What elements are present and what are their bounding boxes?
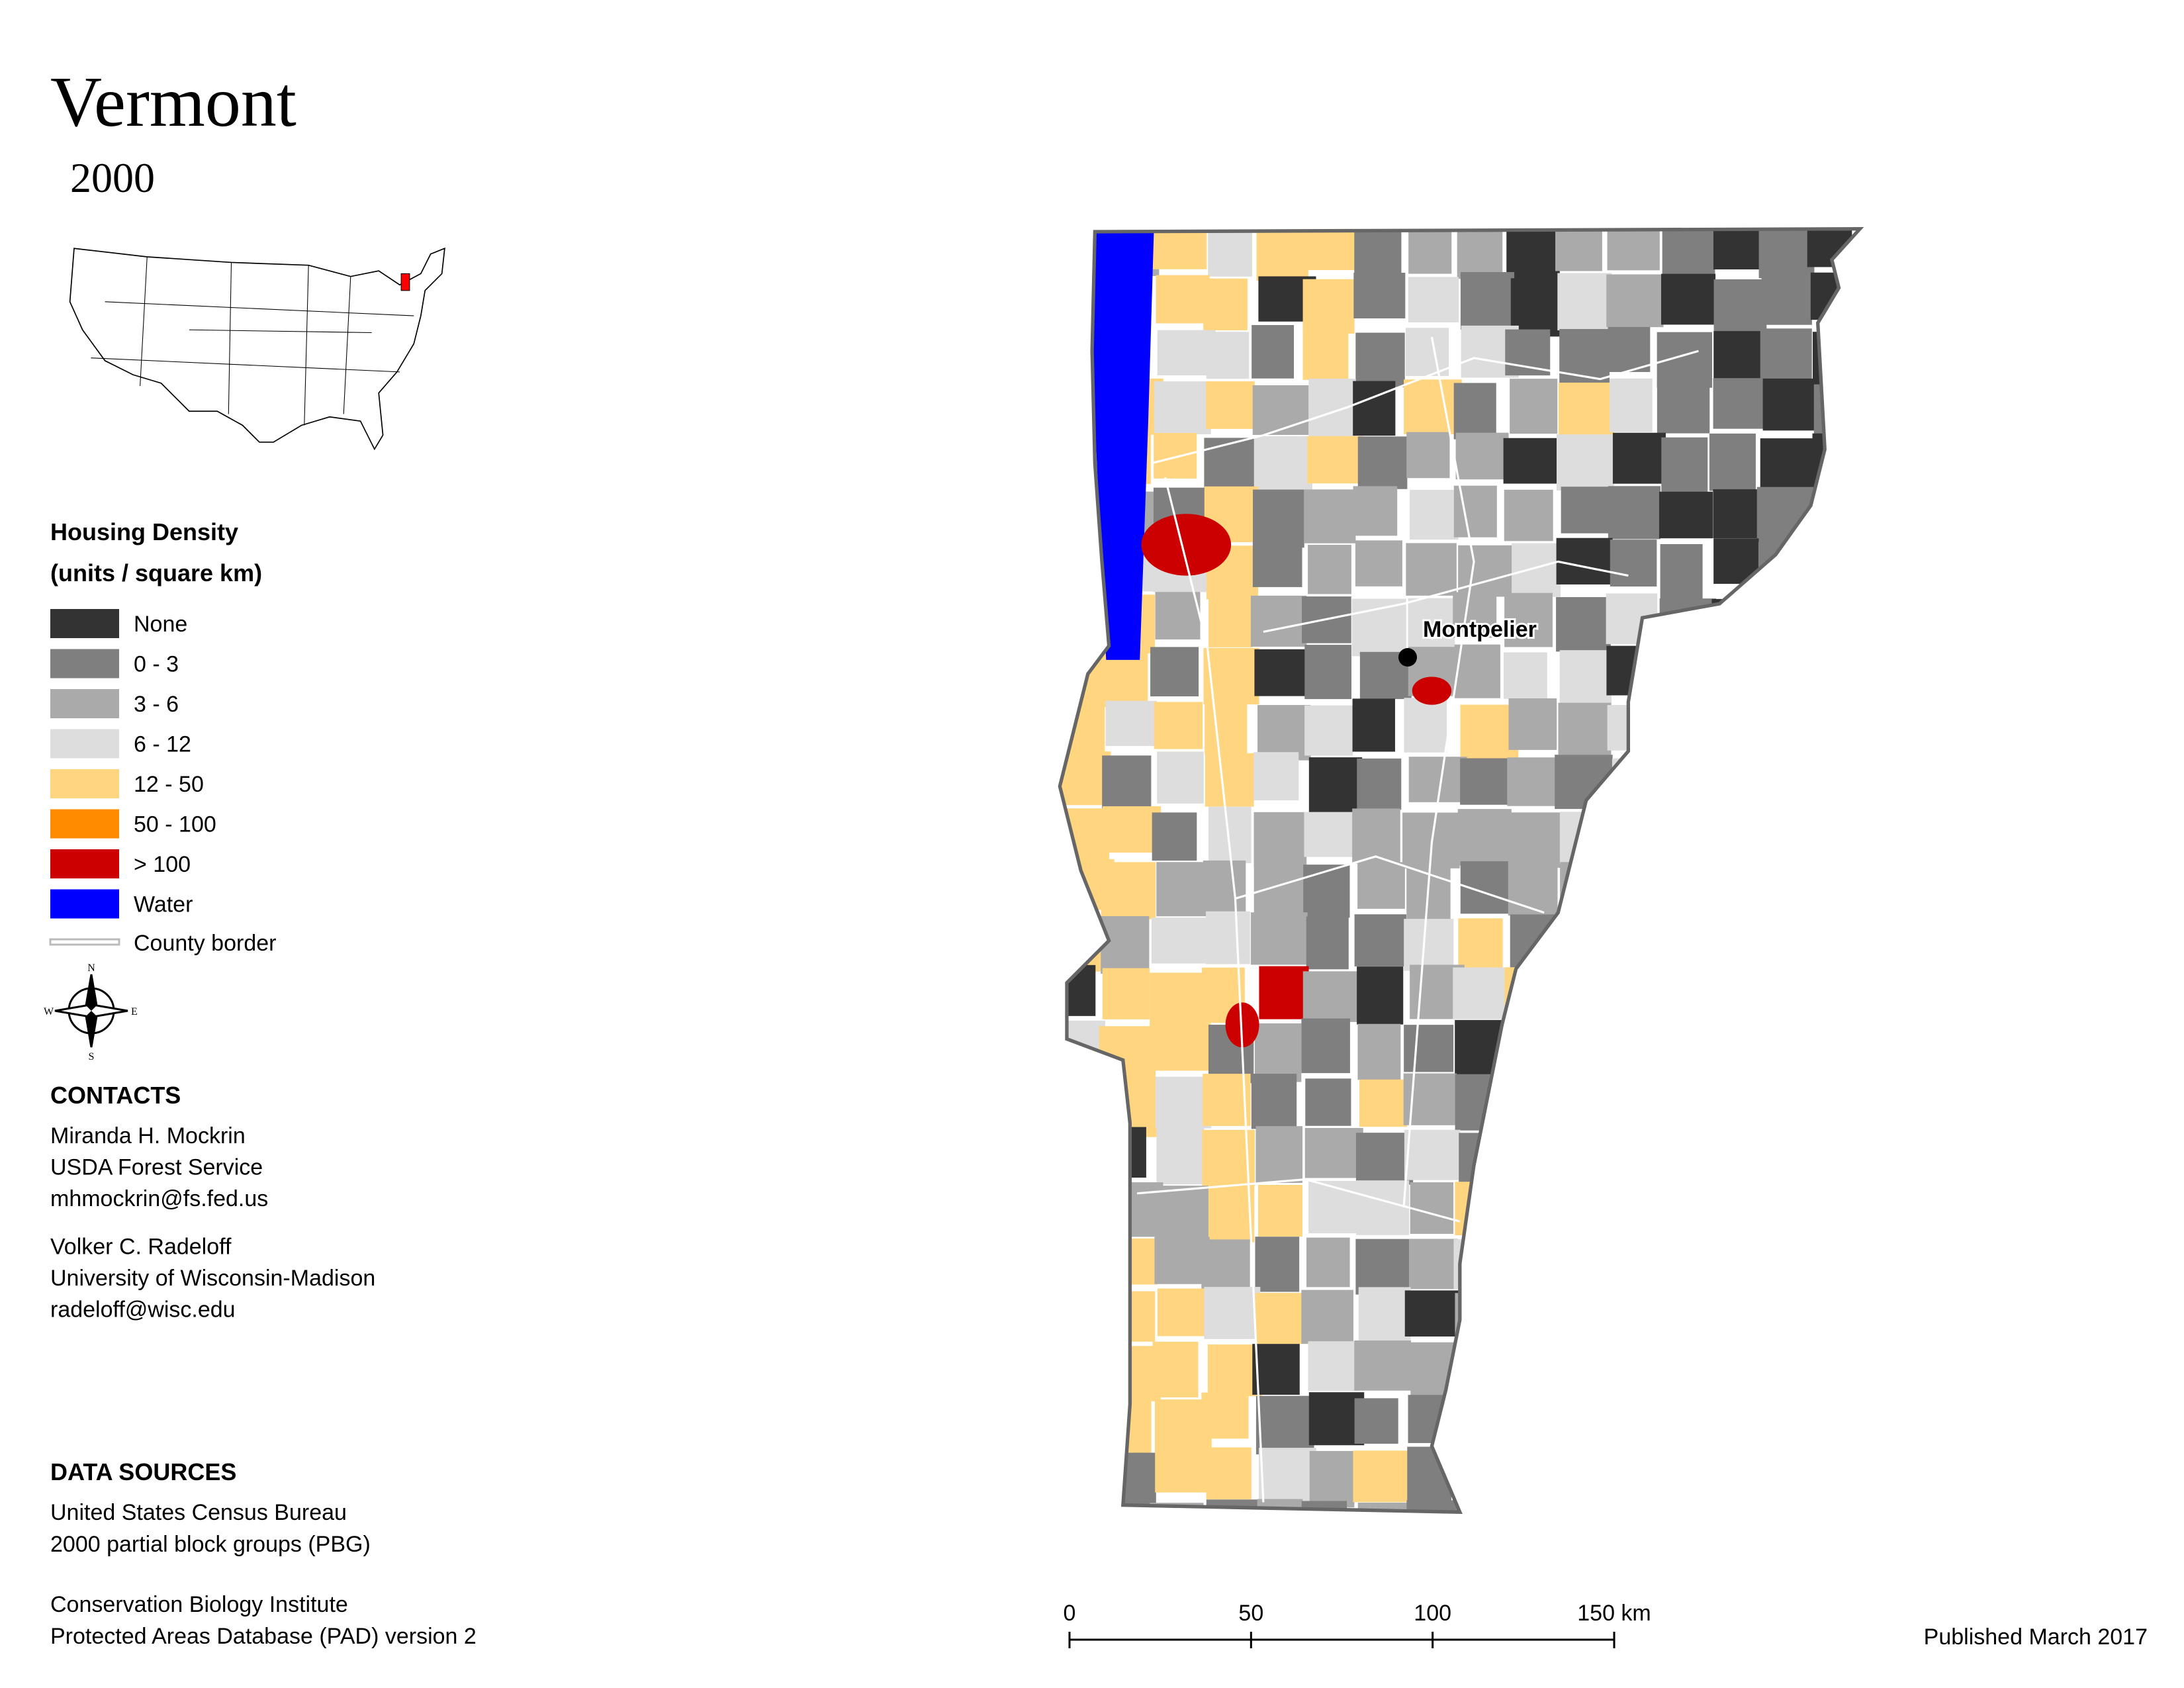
legend-label: County border — [134, 931, 276, 956]
legend-swatch — [50, 809, 119, 839]
legend-title: Housing Density — [50, 518, 238, 545]
compass-label: W — [44, 1006, 54, 1017]
contact-line: radeloff@wisc.edu — [50, 1297, 236, 1323]
sources-heading: DATA SOURCES — [50, 1458, 236, 1485]
legend-swatch — [50, 649, 119, 679]
vermont-map — [1049, 219, 1922, 1563]
scale-bar: 0 50 100 150 km — [1064, 1601, 1651, 1648]
legend: None 0 - 3 3 - 6 6 - 12 12 - 50 50 - 100 > 100… — [50, 609, 216, 919]
legend-label: 50 - 100 — [134, 812, 216, 837]
published-note: Published March 2017 — [1924, 1624, 2148, 1650]
source-line: 2000 partial block groups (PBG) — [50, 1532, 371, 1557]
contact-line: University of Wisconsin-Madison — [50, 1266, 375, 1291]
legend-subtitle: (units / square km) — [50, 559, 262, 586]
contacts-heading: CONTACTS — [50, 1082, 181, 1109]
contact-line: Volker C. Radeloff — [50, 1235, 232, 1260]
city-marker — [1398, 648, 1417, 667]
legend-label: None — [134, 612, 187, 637]
county-border-swatch — [49, 938, 120, 946]
legend-swatch — [50, 769, 119, 798]
compass: N E S W — [44, 962, 138, 1062]
compass-label: E — [131, 1006, 138, 1017]
city-label: Montpelier — [1423, 617, 1537, 642]
us-inset-map — [69, 247, 445, 451]
legend-label: Water — [134, 892, 193, 917]
map-subtitle: 2000 — [70, 154, 155, 201]
scale-tick-label: 100 — [1414, 1601, 1451, 1626]
legend-swatch — [50, 609, 119, 638]
contact-line: mhmockrin@fs.fed.us — [50, 1186, 268, 1211]
legend-swatch — [50, 729, 119, 759]
source-line: Conservation Biology Institute — [50, 1592, 348, 1617]
compass-label: S — [89, 1051, 95, 1062]
legend-label: 3 - 6 — [134, 692, 179, 717]
scale-tick-label: 150 km — [1577, 1601, 1651, 1626]
compass-label: N — [87, 962, 95, 974]
legend-swatch — [50, 889, 119, 919]
data-sources: United States Census Bureau 2000 partial … — [50, 1500, 477, 1649]
legend-swatch — [50, 849, 119, 878]
legend-label: 6 - 12 — [134, 732, 191, 757]
source-line: United States Census Bureau — [50, 1500, 347, 1525]
legend-label: 12 - 50 — [134, 772, 204, 797]
scale-tick-label: 0 — [1064, 1601, 1076, 1626]
contact-line: Miranda H. Mockrin — [50, 1123, 246, 1149]
legend-label: 0 - 3 — [134, 652, 179, 677]
legend-label: > 100 — [134, 852, 191, 877]
legend-swatch — [50, 689, 119, 718]
map-title: Vermont — [50, 63, 296, 142]
source-line: Protected Areas Database (PAD) version 2 — [50, 1624, 477, 1649]
contacts: Miranda H. Mockrin USDA Forest Service mhm… — [50, 1123, 375, 1323]
scale-tick-label: 50 — [1238, 1601, 1263, 1626]
contact-line: USDA Forest Service — [50, 1155, 263, 1180]
